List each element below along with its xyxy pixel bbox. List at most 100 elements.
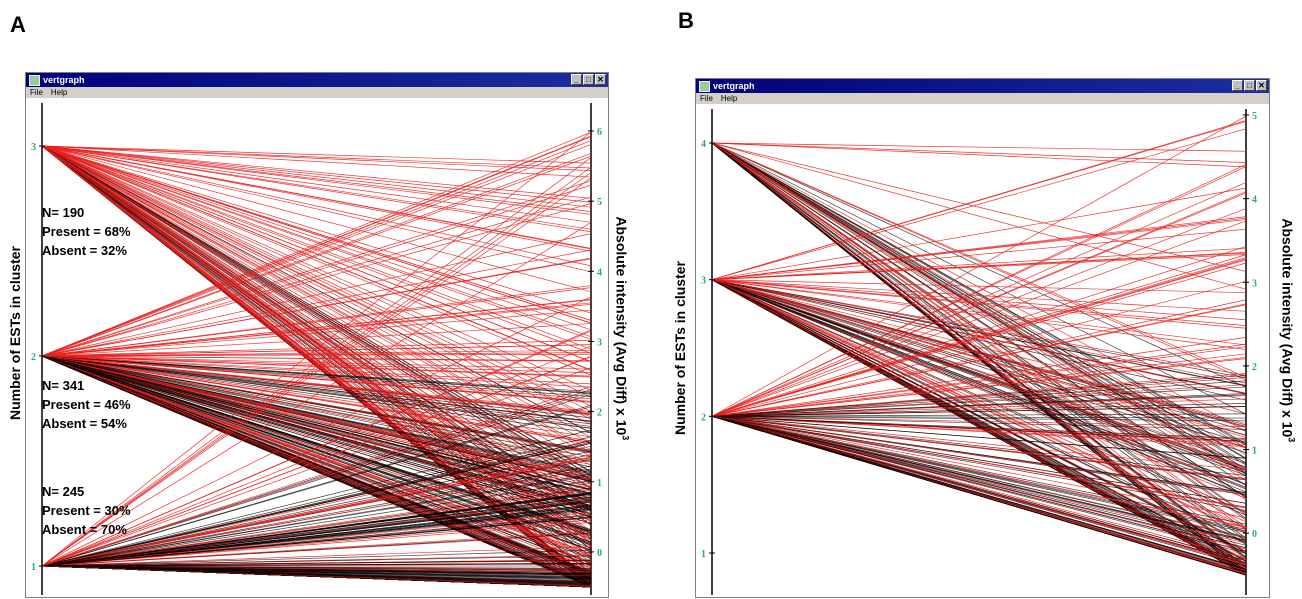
absent-line <box>41 450 592 567</box>
absent-line <box>711 415 1247 419</box>
present-line <box>41 222 592 567</box>
maximize-icon[interactable]: □ <box>1244 80 1255 91</box>
present-line <box>41 345 592 567</box>
panel-a-menubar: File Help <box>26 87 608 98</box>
right-tick-label: 2 <box>597 408 602 419</box>
left-tick-label: 4 <box>701 139 706 150</box>
absent-line <box>41 442 592 567</box>
present-line <box>41 355 592 521</box>
absent-line <box>41 355 592 588</box>
present-line <box>711 142 1247 381</box>
present-line <box>41 355 592 416</box>
minimize-icon[interactable]: _ <box>571 74 582 85</box>
present-line <box>711 208 1247 417</box>
present-line <box>41 145 592 230</box>
panel-b-left-axis-label: Number of ESTs in cluster <box>672 261 688 435</box>
present-line <box>41 344 592 357</box>
panel-a-letter: A <box>10 12 26 37</box>
absent-line <box>41 355 592 515</box>
present-line <box>41 302 592 357</box>
absent-line <box>41 507 592 567</box>
absent-line <box>41 355 592 425</box>
present-line <box>711 384 1247 417</box>
absent-line <box>41 504 592 567</box>
panel-b-plot: 1 2 3 4 0 1 2 3 4 5 <box>701 109 1257 595</box>
present-line <box>711 115 1247 417</box>
present-line <box>711 182 1247 417</box>
present-line <box>711 303 1247 417</box>
menu-file[interactable]: File <box>30 88 43 97</box>
present-line <box>41 184 592 357</box>
present-line <box>41 299 592 357</box>
absent-line <box>41 565 592 569</box>
absent-line <box>41 355 592 453</box>
present-line <box>711 415 1247 519</box>
menu-file[interactable]: File <box>700 94 713 103</box>
present-line <box>711 142 1247 290</box>
stats-group-1: N= 245 Present = 30% Absent = 70% <box>42 482 131 539</box>
absent-line <box>711 279 1247 386</box>
absent-line <box>41 565 592 588</box>
absent-line <box>41 355 592 564</box>
present-line <box>711 279 1247 350</box>
stats-n: N= 245 <box>42 484 85 499</box>
present-line <box>41 155 592 357</box>
present-line <box>41 445 592 567</box>
present-line <box>41 339 592 357</box>
right-axis-label-text: Absolute intensity (Avg Diff) x 10 <box>1279 218 1296 438</box>
present-line <box>41 145 592 438</box>
absent-line <box>41 355 592 583</box>
right-tick-label: 4 <box>597 267 602 278</box>
present-line <box>41 135 592 357</box>
absent-line <box>41 355 592 474</box>
maximize-icon[interactable]: □ <box>583 74 594 85</box>
present-line <box>41 145 592 407</box>
absent-line <box>41 565 592 576</box>
absent-line <box>41 465 592 567</box>
right-tick-label: 5 <box>597 197 602 208</box>
present-line <box>41 546 592 567</box>
right-axis-label-exponent: 3 <box>620 435 631 441</box>
minimize-icon[interactable]: _ <box>1232 80 1243 91</box>
absent-line <box>41 480 592 567</box>
present-line <box>41 355 592 442</box>
close-icon[interactable]: ✕ <box>1256 80 1267 91</box>
absent-line <box>711 142 1247 415</box>
present-line <box>711 353 1247 417</box>
absent-line <box>711 279 1247 572</box>
present-line <box>711 279 1247 463</box>
absent-line <box>711 279 1247 453</box>
present-line <box>41 145 592 371</box>
present-line <box>41 157 592 567</box>
present-line <box>711 279 1247 327</box>
menu-help[interactable]: Help <box>50 88 68 97</box>
absent-line <box>41 355 592 422</box>
present-line <box>41 355 592 412</box>
absent-line <box>711 415 1247 530</box>
panel-a-window: vertgraph _ □ ✕ File Help 1 2 3 0 1 2 3 4 5 6 <box>25 72 609 598</box>
present-line <box>41 355 592 438</box>
absent-line <box>41 355 592 510</box>
close-icon[interactable]: ✕ <box>595 74 606 85</box>
menu-help[interactable]: Help <box>720 94 738 103</box>
absent-line <box>41 355 592 468</box>
absent-line <box>41 555 592 567</box>
present-line <box>711 142 1247 163</box>
absent-line <box>41 501 592 567</box>
right-tick-label: 4 <box>1252 195 1257 206</box>
stats-group-2: N= 341 Present = 46% Absent = 54% <box>42 376 131 433</box>
right-tick-label: 2 <box>1252 362 1257 373</box>
panel-a-right-axis-label: Absolute intensity (Avg Diff) x 103 <box>614 198 631 458</box>
present-line <box>41 131 592 357</box>
present-line <box>41 145 592 516</box>
present-line <box>711 142 1247 481</box>
present-line <box>41 386 592 567</box>
absent-line <box>711 415 1247 570</box>
present-line <box>41 145 592 171</box>
present-line <box>711 142 1247 432</box>
left-tick-label: 1 <box>31 562 36 573</box>
absent-line <box>711 415 1247 552</box>
absent-line <box>41 355 592 458</box>
present-line <box>41 367 592 567</box>
left-tick-label: 3 <box>701 276 706 287</box>
